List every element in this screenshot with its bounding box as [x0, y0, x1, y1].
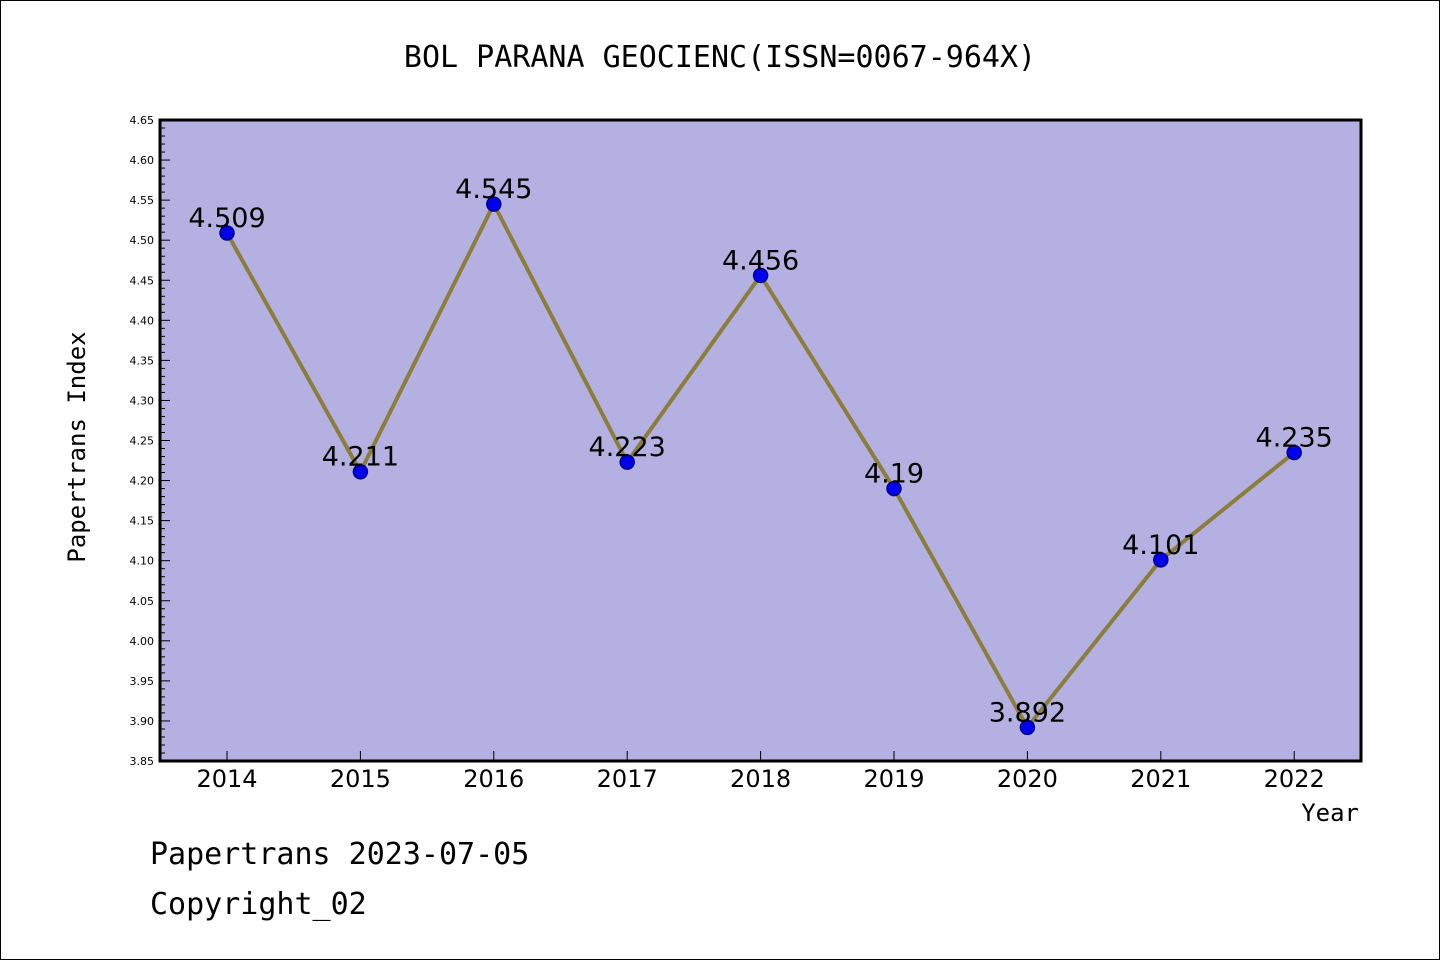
data-label: 4.101	[1122, 530, 1199, 561]
data-point	[619, 454, 635, 470]
y-tick-label: 3.90	[130, 715, 155, 728]
y-tick-label: 4.20	[130, 475, 155, 488]
y-tick-label: 3.95	[130, 675, 155, 688]
plot-area	[158, 118, 1363, 763]
data-point	[752, 267, 769, 284]
y-tick-label: 4.35	[130, 354, 155, 367]
y-tick-label: 4.05	[130, 595, 155, 608]
y-tick-label: 4.25	[130, 435, 155, 448]
data-point	[1153, 552, 1169, 568]
y-tick-label: 4.50	[130, 234, 155, 247]
y-tick-label: 4.10	[130, 555, 155, 568]
x-axis-ticks: 2014 2015 2016 2017 2018 2019 2020 2021 2022	[196, 751, 1325, 793]
data-label: 4.545	[455, 174, 532, 205]
data-point	[886, 480, 902, 497]
y-axis-label: Papertrans Index	[63, 331, 91, 562]
x-tick-label: 2022	[1264, 765, 1325, 793]
y-tick-label: 3.85	[130, 755, 155, 768]
y-tick-label: 4.55	[130, 194, 155, 207]
footer-copyright: Copyright_02	[150, 887, 367, 922]
x-tick-label: 2019	[863, 765, 924, 793]
data-point	[1019, 719, 1036, 736]
y-tick-label: 4.30	[130, 394, 155, 407]
data-label: 4.223	[589, 432, 666, 463]
data-label: 4.509	[188, 203, 265, 234]
data-point	[486, 196, 502, 212]
x-tick-label: 2017	[597, 765, 658, 793]
data-label: 4.456	[722, 245, 799, 276]
data-point	[1286, 444, 1302, 461]
y-tick-label: 4.65	[130, 114, 155, 127]
x-axis-label: Year	[1301, 799, 1359, 827]
footer-date: Papertrans 2023-07-05	[150, 837, 529, 872]
x-tick-label: 2021	[1130, 765, 1191, 793]
x-tick-label: 2020	[997, 765, 1058, 793]
data-label: 4.19	[864, 459, 924, 490]
y-tick-label: 4.45	[130, 274, 155, 287]
series-group: 4.509 4.211 4.545 4.223 4.456 4.19 3.892 4.101 4…	[188, 174, 1333, 736]
chart-title: BOL PARANA GEOCIENC(ISSN=0067-964X)	[404, 40, 1036, 75]
x-tick-label: 2015	[330, 765, 391, 793]
y-tick-label: 4.40	[130, 314, 155, 327]
x-tick-label: 2014	[196, 765, 257, 793]
y-tick-label: 4.60	[130, 154, 155, 167]
x-tick-label: 2016	[463, 765, 524, 793]
data-point	[352, 463, 369, 480]
y-axis-ticks: 3.85 3.90 3.95 4.00 4.05 4.10 4.15 4.20 4.25 4.30…	[130, 114, 170, 768]
data-label: 4.211	[322, 442, 399, 473]
y-tick-label: 4.15	[130, 515, 155, 528]
data-point	[219, 225, 235, 241]
y-tick-label: 4.00	[130, 635, 155, 648]
data-label: 4.235	[1256, 423, 1333, 454]
data-label: 3.892	[989, 697, 1066, 728]
x-tick-label: 2018	[730, 765, 791, 793]
